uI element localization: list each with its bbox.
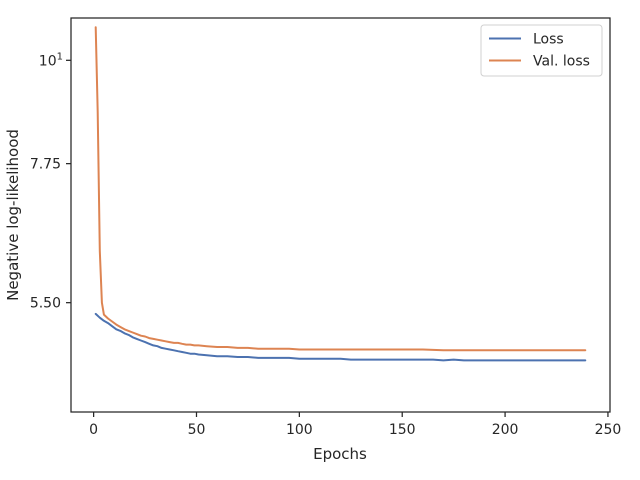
- legend-label-val-loss: Val. loss: [533, 54, 590, 70]
- x-tick-label: 200: [492, 422, 519, 438]
- y-axis-label: Negative log-likelihood: [4, 129, 22, 301]
- x-tick-label: 150: [389, 422, 416, 438]
- x-tick-label: 100: [286, 422, 313, 438]
- x-tick-label: 0: [89, 422, 98, 438]
- y-tick-label: 5.50: [30, 296, 61, 312]
- series-line-loss: [94, 312, 587, 362]
- x-tick-label: 50: [188, 422, 206, 438]
- plot-frame: [70, 17, 611, 413]
- legend: Loss Val. loss: [480, 24, 603, 77]
- y-tick-label: 7.75: [30, 157, 61, 173]
- y-axis: 5.50 7.75 101: [30, 51, 71, 312]
- x-axis: 0 50 100 150 200 250: [89, 412, 621, 438]
- series-line-val-loss: [94, 26, 587, 352]
- series-layer: [94, 26, 587, 362]
- x-tick-label: 250: [595, 422, 622, 438]
- y-tick-label: 101: [39, 51, 63, 69]
- legend-label-loss: Loss: [533, 32, 564, 48]
- x-axis-label: Epochs: [313, 445, 367, 463]
